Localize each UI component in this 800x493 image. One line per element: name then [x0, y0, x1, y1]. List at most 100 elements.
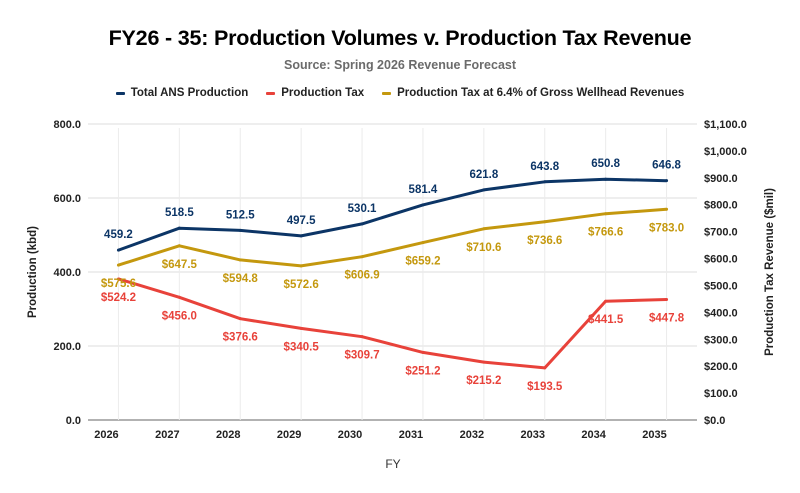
data-point	[299, 234, 303, 238]
data-label: $340.5	[284, 341, 320, 353]
x-axis-title: FY	[385, 457, 400, 471]
right-axis-title: Production Tax Revenue ($mil)	[764, 188, 776, 356]
right-tick-label: $900.0	[704, 173, 738, 185]
data-point	[360, 255, 364, 259]
x-tick-label: 2033	[521, 429, 545, 441]
data-label: 512.5	[226, 209, 255, 221]
data-point	[177, 226, 181, 230]
data-label: $736.6	[527, 235, 562, 247]
data-label: $594.8	[223, 273, 259, 285]
x-tick-label: 2032	[460, 429, 484, 441]
data-point	[482, 188, 486, 192]
data-label: 650.8	[591, 158, 620, 170]
legend-swatch-production-tax	[266, 91, 276, 95]
data-label: 646.8	[652, 160, 681, 172]
data-point	[421, 241, 425, 245]
data-point	[604, 212, 608, 216]
data-point	[238, 317, 242, 321]
data-point	[665, 298, 669, 302]
right-tick-label: $700.0	[704, 227, 738, 239]
data-point	[665, 179, 669, 183]
left-tick-label: 800.0	[53, 119, 81, 131]
data-label: 530.1	[348, 203, 377, 215]
legend-label: Production Tax	[281, 87, 365, 99]
right-tick-label: $600.0	[704, 254, 738, 266]
x-tick-label: 2035	[642, 429, 666, 441]
data-label: $376.6	[223, 332, 258, 344]
right-tick-label: $500.0	[704, 280, 738, 292]
data-point	[421, 203, 425, 207]
left-tick-label: 0.0	[66, 415, 81, 427]
data-point	[177, 244, 181, 248]
chart-subtitle: Source: Spring 2026 Revenue Forecast	[283, 58, 517, 72]
data-label: $309.7	[344, 350, 379, 362]
data-label: $193.5	[527, 381, 563, 393]
data-point	[177, 295, 181, 299]
data-point	[116, 263, 120, 267]
data-label: 518.5	[165, 207, 194, 219]
x-tick-label: 2026	[94, 429, 118, 441]
right-tick-label: $200.0	[704, 361, 738, 373]
legend-item-total-ans-production[interactable]: Total ANS Production	[115, 87, 249, 99]
data-point	[482, 227, 486, 231]
data-label: $647.5	[162, 259, 198, 271]
data-label: $783.0	[649, 222, 684, 234]
data-point	[116, 277, 120, 281]
right-tick-label: $0.0	[704, 415, 725, 427]
data-label: $447.8	[649, 313, 685, 325]
data-label: 581.4	[409, 184, 438, 196]
series-line-production-tax-at-6-4-of-gross-wellhead-revenues	[118, 207, 667, 268]
data-point	[665, 207, 669, 211]
data-point	[116, 248, 120, 252]
legend-label: Total ANS Production	[130, 87, 249, 99]
left-tick-label: 600.0	[53, 193, 81, 205]
left-axis-ticks: 0.0 200.0 400.0 600.0 800.0	[53, 119, 81, 427]
data-label: $456.0	[162, 310, 197, 322]
data-label: $606.9	[344, 270, 379, 282]
data-label: 459.2	[104, 229, 133, 241]
data-label: $215.2	[466, 375, 501, 387]
data-point	[543, 180, 547, 184]
data-point	[604, 299, 608, 303]
data-label: $659.2	[405, 256, 440, 268]
legend-swatch-total-ans-production	[115, 91, 125, 95]
legend-item-production-tax[interactable]: Production Tax	[266, 87, 364, 99]
right-axis-ticks: $0.0 $100.0 $200.0 $300.0 $400.0 $500.0 $600.0…	[704, 119, 747, 427]
x-tick-label: 2030	[338, 429, 362, 441]
data-label: 643.8	[530, 161, 559, 173]
legend-swatch-production-tax-6-4	[382, 91, 392, 95]
left-axis-title: Production (kbd)	[27, 226, 39, 318]
data-point	[299, 264, 303, 268]
data-point	[421, 350, 425, 354]
data-label: 621.8	[469, 169, 498, 181]
data-point	[543, 220, 547, 224]
x-tick-label: 2028	[216, 429, 240, 441]
right-tick-label: $800.0	[704, 200, 738, 212]
right-tick-label: $1,100.0	[704, 119, 747, 131]
series-line-production-tax	[118, 277, 667, 370]
data-label: $524.2	[101, 292, 136, 304]
x-tick-label: 2031	[399, 429, 423, 441]
legend-label: Production Tax at 6.4% of Gross Wellhead…	[397, 87, 685, 99]
data-label: 497.5	[287, 215, 316, 227]
x-tick-label: 2034	[581, 429, 606, 441]
data-label: $572.6	[284, 279, 319, 291]
data-label: $575.6	[101, 278, 136, 290]
gridlines	[88, 123, 697, 421]
data-point	[604, 177, 608, 181]
data-point	[543, 366, 547, 370]
legend-item-production-tax-6-4[interactable]: Production Tax at 6.4% of Gross Wellhead…	[382, 87, 684, 99]
data-label: $766.6	[588, 227, 623, 239]
data-point	[299, 326, 303, 330]
chart-legend: Total ANS Production Production Tax Prod…	[0, 87, 800, 99]
data-labels: 459.2 518.5 512.5 497.5 530.1 581.4 621.8 643.8…	[101, 158, 685, 393]
data-label: $441.5	[588, 314, 624, 326]
right-tick-label: $400.0	[704, 307, 738, 319]
series-lines	[116, 177, 669, 370]
data-point	[238, 258, 242, 262]
data-point	[360, 335, 364, 339]
x-tick-label: 2027	[155, 429, 179, 441]
right-tick-label: $1,000.0	[704, 146, 747, 158]
left-tick-label: 400.0	[53, 267, 81, 279]
